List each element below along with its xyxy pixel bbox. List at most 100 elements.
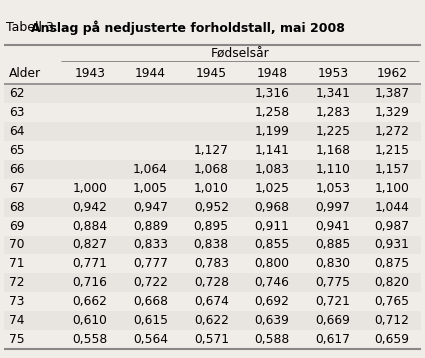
Bar bbox=[4, 45, 421, 63]
Text: 1,215: 1,215 bbox=[374, 144, 410, 157]
Text: 0,639: 0,639 bbox=[255, 314, 289, 327]
Text: 1,005: 1,005 bbox=[133, 182, 168, 195]
Text: 0,947: 0,947 bbox=[133, 200, 168, 214]
Text: 0,941: 0,941 bbox=[315, 219, 350, 233]
Text: 0,659: 0,659 bbox=[374, 333, 410, 346]
Text: 65: 65 bbox=[8, 144, 24, 157]
Bar bbox=[4, 84, 421, 103]
Text: 0,820: 0,820 bbox=[374, 276, 410, 289]
Text: 1944: 1944 bbox=[135, 67, 166, 80]
Bar bbox=[4, 11, 421, 45]
Text: 1,068: 1,068 bbox=[194, 163, 229, 176]
Text: Tabell 3.: Tabell 3. bbox=[6, 21, 62, 34]
Text: 66: 66 bbox=[8, 163, 24, 176]
Text: 0,721: 0,721 bbox=[315, 295, 350, 308]
Text: 0,838: 0,838 bbox=[194, 238, 229, 251]
Text: 1,025: 1,025 bbox=[255, 182, 289, 195]
Text: 0,800: 0,800 bbox=[255, 257, 289, 270]
Text: 0,771: 0,771 bbox=[72, 257, 107, 270]
Text: 0,716: 0,716 bbox=[72, 276, 107, 289]
Text: 1,225: 1,225 bbox=[315, 125, 350, 138]
Bar bbox=[4, 141, 421, 160]
Text: 70: 70 bbox=[8, 238, 24, 251]
Text: Alder: Alder bbox=[8, 67, 41, 80]
Text: 0,987: 0,987 bbox=[374, 219, 410, 233]
Text: 1,053: 1,053 bbox=[315, 182, 350, 195]
Text: 0,674: 0,674 bbox=[194, 295, 229, 308]
Bar bbox=[4, 160, 421, 179]
Text: 1945: 1945 bbox=[196, 67, 227, 80]
Text: 1,010: 1,010 bbox=[194, 182, 229, 195]
Text: 0,722: 0,722 bbox=[133, 276, 168, 289]
Text: 75: 75 bbox=[8, 333, 24, 346]
Bar bbox=[4, 274, 421, 292]
Text: 0,558: 0,558 bbox=[72, 333, 108, 346]
Text: 0,885: 0,885 bbox=[315, 238, 351, 251]
Text: 0,968: 0,968 bbox=[255, 200, 289, 214]
Text: 0,827: 0,827 bbox=[72, 238, 107, 251]
Bar bbox=[4, 179, 421, 198]
Text: 67: 67 bbox=[8, 182, 24, 195]
Bar bbox=[4, 122, 421, 141]
Text: 64: 64 bbox=[8, 125, 24, 138]
Text: 1,387: 1,387 bbox=[374, 87, 410, 100]
Text: 0,765: 0,765 bbox=[374, 295, 410, 308]
Text: 0,775: 0,775 bbox=[315, 276, 350, 289]
Text: 0,884: 0,884 bbox=[72, 219, 107, 233]
Bar bbox=[4, 217, 421, 236]
Text: 0,662: 0,662 bbox=[72, 295, 107, 308]
Text: 71: 71 bbox=[8, 257, 24, 270]
Text: 0,610: 0,610 bbox=[72, 314, 107, 327]
Text: 1,258: 1,258 bbox=[255, 106, 290, 119]
Text: 1,272: 1,272 bbox=[374, 125, 409, 138]
Text: 63: 63 bbox=[8, 106, 24, 119]
Text: 0,830: 0,830 bbox=[315, 257, 350, 270]
Text: 0,712: 0,712 bbox=[374, 314, 409, 327]
Bar bbox=[4, 311, 421, 330]
Text: 0,997: 0,997 bbox=[315, 200, 350, 214]
Text: 1,110: 1,110 bbox=[315, 163, 350, 176]
Text: 1,000: 1,000 bbox=[72, 182, 107, 195]
Text: 1,329: 1,329 bbox=[374, 106, 409, 119]
Text: 0,833: 0,833 bbox=[133, 238, 168, 251]
Text: 68: 68 bbox=[8, 200, 24, 214]
Text: 1,141: 1,141 bbox=[255, 144, 289, 157]
Text: 0,617: 0,617 bbox=[315, 333, 350, 346]
Text: 69: 69 bbox=[8, 219, 24, 233]
Text: 0,564: 0,564 bbox=[133, 333, 168, 346]
Text: 1,199: 1,199 bbox=[255, 125, 289, 138]
Text: 0,622: 0,622 bbox=[194, 314, 229, 327]
Text: 0,777: 0,777 bbox=[133, 257, 168, 270]
Bar bbox=[4, 236, 421, 255]
Text: 0,855: 0,855 bbox=[255, 238, 290, 251]
Text: 0,911: 0,911 bbox=[255, 219, 289, 233]
Text: 1,044: 1,044 bbox=[374, 200, 409, 214]
Text: 74: 74 bbox=[8, 314, 24, 327]
Text: 1,083: 1,083 bbox=[255, 163, 289, 176]
Bar bbox=[4, 255, 421, 274]
Text: 1,316: 1,316 bbox=[255, 87, 289, 100]
Text: 0,783: 0,783 bbox=[194, 257, 229, 270]
Text: Anslag på nedjusterte forholdstall, mai 2008: Anslag på nedjusterte forholdstall, mai … bbox=[31, 20, 345, 35]
Text: 0,588: 0,588 bbox=[255, 333, 290, 346]
Text: 1,100: 1,100 bbox=[374, 182, 409, 195]
Text: 0,571: 0,571 bbox=[194, 333, 229, 346]
Text: 1,127: 1,127 bbox=[194, 144, 229, 157]
Text: 0,668: 0,668 bbox=[133, 295, 168, 308]
Text: 0,889: 0,889 bbox=[133, 219, 168, 233]
Text: 0,895: 0,895 bbox=[194, 219, 229, 233]
Text: Fødselsår: Fødselsår bbox=[211, 48, 269, 61]
Text: 1,064: 1,064 bbox=[133, 163, 168, 176]
Text: 1,168: 1,168 bbox=[315, 144, 350, 157]
Text: 1,157: 1,157 bbox=[374, 163, 410, 176]
Text: 0,669: 0,669 bbox=[315, 314, 350, 327]
Bar bbox=[4, 63, 421, 84]
Text: 0,692: 0,692 bbox=[255, 295, 289, 308]
Text: 1948: 1948 bbox=[257, 67, 288, 80]
Text: 0,615: 0,615 bbox=[133, 314, 168, 327]
Bar bbox=[4, 330, 421, 349]
Text: 1962: 1962 bbox=[377, 67, 408, 80]
Text: 1943: 1943 bbox=[74, 67, 105, 80]
Text: 1,283: 1,283 bbox=[315, 106, 350, 119]
Text: 0,952: 0,952 bbox=[194, 200, 229, 214]
